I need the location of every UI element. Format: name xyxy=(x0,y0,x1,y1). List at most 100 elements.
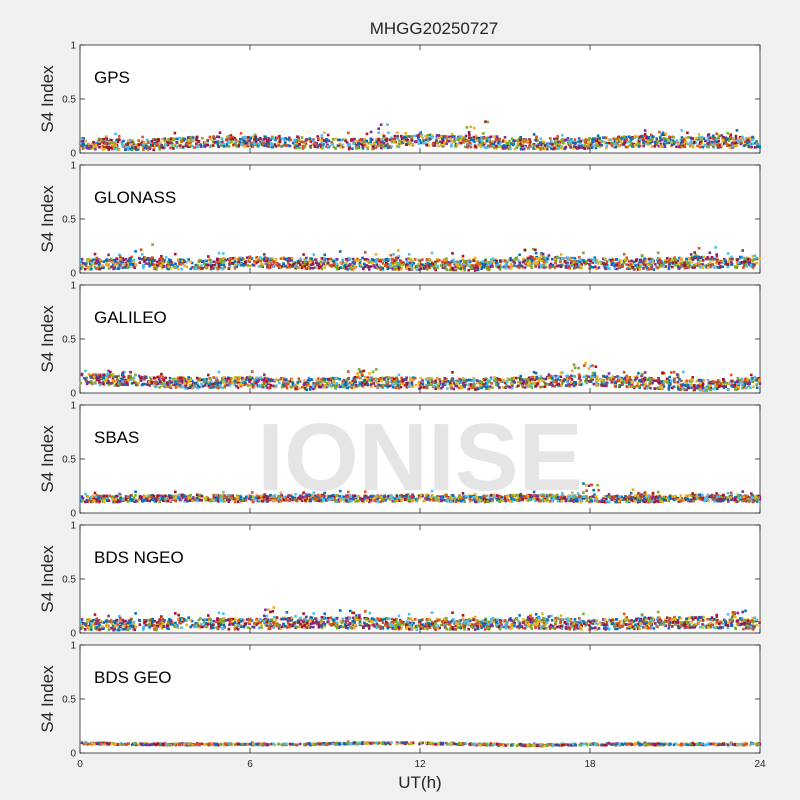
data-point xyxy=(81,266,84,269)
data-point xyxy=(254,135,258,139)
data-point xyxy=(122,266,125,269)
data-point xyxy=(200,260,204,264)
data-point xyxy=(323,131,326,135)
data-point xyxy=(614,137,617,141)
data-point xyxy=(596,379,600,382)
data-point xyxy=(701,266,704,269)
data-point xyxy=(455,260,459,264)
data-point xyxy=(275,137,279,140)
data-point xyxy=(187,258,190,261)
data-point xyxy=(593,371,596,375)
data-point xyxy=(722,378,725,382)
data-point xyxy=(561,133,564,137)
data-point xyxy=(418,384,422,387)
data-point xyxy=(712,140,715,144)
data-point xyxy=(658,139,662,142)
data-point xyxy=(231,257,235,260)
data-point xyxy=(709,261,712,265)
data-point xyxy=(707,265,710,269)
data-point xyxy=(302,140,305,144)
data-point xyxy=(675,145,678,149)
data-point xyxy=(358,261,362,265)
data-point xyxy=(320,137,324,140)
data-point xyxy=(678,256,681,260)
data-point xyxy=(449,384,453,388)
data-point xyxy=(755,378,758,382)
data-point xyxy=(234,377,237,381)
data-point xyxy=(163,383,166,386)
data-point xyxy=(408,142,411,146)
data-point xyxy=(317,137,320,140)
data-point xyxy=(141,135,144,139)
data-point xyxy=(488,137,491,141)
data-point xyxy=(541,385,544,389)
data-point xyxy=(369,265,373,268)
data-point xyxy=(168,383,171,386)
data-point xyxy=(602,257,605,261)
data-point xyxy=(284,137,287,140)
data-point xyxy=(80,137,84,140)
data-point xyxy=(397,386,401,390)
data-point xyxy=(592,265,596,269)
data-point xyxy=(333,262,336,266)
data-point xyxy=(296,260,300,263)
data-point xyxy=(585,144,589,148)
data-point xyxy=(697,133,701,136)
data-point xyxy=(118,253,121,256)
data-point xyxy=(536,382,539,386)
data-point xyxy=(303,144,307,148)
data-point xyxy=(439,144,443,147)
data-point xyxy=(716,381,719,384)
data-point xyxy=(178,384,182,387)
data-point xyxy=(174,377,178,380)
data-point xyxy=(178,380,181,383)
data-point xyxy=(151,138,155,141)
data-point xyxy=(490,264,494,268)
data-point xyxy=(639,262,642,266)
data-point xyxy=(280,145,283,148)
data-point xyxy=(135,148,138,152)
data-point xyxy=(246,264,250,267)
data-point xyxy=(227,145,231,148)
data-point xyxy=(299,259,303,262)
data-point xyxy=(571,256,575,260)
data-point xyxy=(720,144,724,148)
data-point xyxy=(172,147,175,150)
data-point xyxy=(702,137,706,140)
data-point xyxy=(138,257,142,261)
data-point xyxy=(447,135,451,139)
data-point xyxy=(657,379,660,382)
data-point xyxy=(555,264,559,268)
data-point xyxy=(607,138,611,141)
data-point xyxy=(605,381,608,385)
data-point xyxy=(424,264,427,268)
data-point xyxy=(405,143,408,146)
data-point xyxy=(726,265,730,269)
data-point xyxy=(246,136,250,139)
data-point xyxy=(752,385,755,389)
data-point xyxy=(338,138,341,142)
data-point xyxy=(168,260,172,264)
data-point xyxy=(706,139,710,142)
data-point xyxy=(256,258,259,261)
data-point xyxy=(717,379,720,382)
data-point xyxy=(117,135,121,138)
data-point xyxy=(207,384,211,388)
panel-label: GLONASS xyxy=(94,188,176,207)
data-point xyxy=(571,382,574,386)
data-point xyxy=(556,384,560,388)
data-point xyxy=(283,139,286,142)
data-point xyxy=(161,261,165,265)
data-point xyxy=(617,262,621,265)
data-point xyxy=(201,136,204,140)
data-point xyxy=(481,141,485,144)
data-point xyxy=(102,147,106,151)
data-point xyxy=(372,382,376,385)
data-point xyxy=(126,139,130,143)
data-point xyxy=(214,384,217,387)
data-point xyxy=(216,135,219,138)
data-point xyxy=(518,262,521,265)
data-point xyxy=(660,138,664,142)
data-point-peak xyxy=(375,258,378,261)
